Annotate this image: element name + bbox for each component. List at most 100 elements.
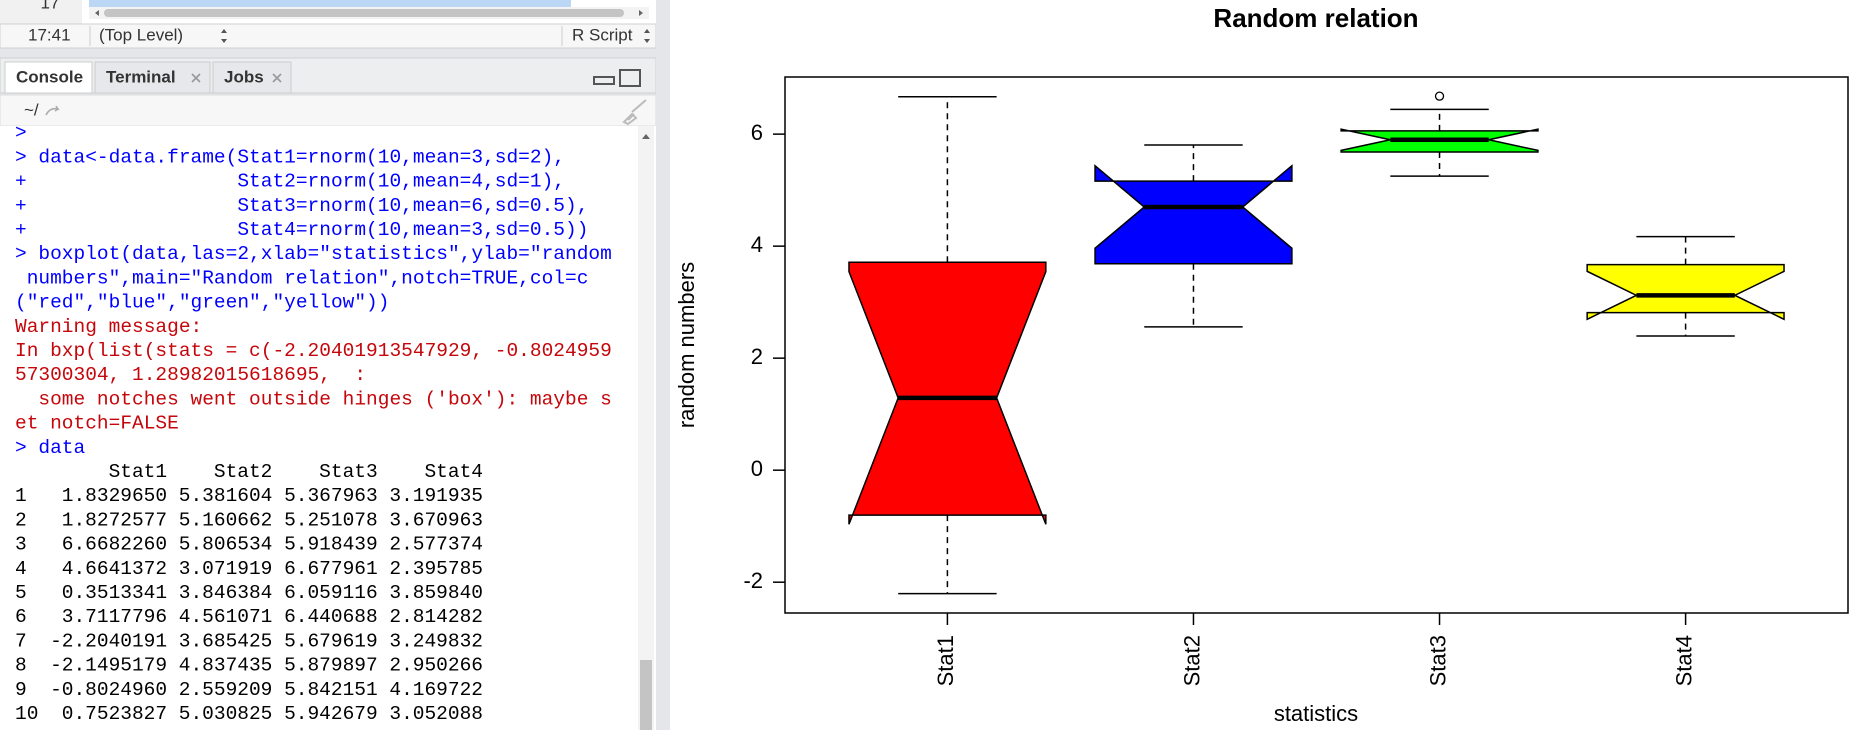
scope-chevron[interactable] (221, 29, 227, 43)
console-line: + Stat2=rnorm(10,mean=4,sd=1), (15, 171, 565, 193)
table-cell: 5.842151 (284, 679, 378, 701)
table-cell: 5.806534 (179, 534, 273, 556)
tab-close[interactable] (191, 73, 201, 83)
table-header: Stat2 (214, 461, 273, 483)
console-line: In bxp(list(stats = c(-2.20401913547929,… (15, 340, 612, 362)
table-cell: 4.6641372 (62, 558, 167, 580)
table-cell: 2.559209 (179, 679, 273, 701)
selected-code (89, 0, 571, 7)
table-cell: 5.942679 (284, 703, 378, 725)
v-scrollbar-thumb[interactable] (640, 660, 652, 730)
clear-console-icon[interactable] (622, 99, 647, 126)
table-cell: 4.169722 (389, 679, 483, 701)
console-line: + Stat3=rnorm(10,mean=6,sd=0.5), (15, 195, 588, 217)
y-axis-label: random numbers (674, 262, 699, 428)
scope[interactable]: (Top Level) (99, 25, 183, 44)
row-name: 10 (15, 703, 38, 725)
table-cell: 0.3513341 (62, 582, 167, 604)
table-cell: 3.846384 (179, 582, 273, 604)
tab[interactable] (4, 61, 93, 94)
h-scrollbar-thumb[interactable] (104, 9, 624, 17)
y-tick-label: 2 (751, 344, 763, 369)
box (1586, 263, 1785, 321)
console-line: some notches went outside hinges ('box')… (15, 388, 612, 410)
x-tick-label: Stat1 (933, 635, 958, 686)
console-line: 57300304, 1.28982015618695, : (15, 364, 366, 386)
table-cell: 0.7523827 (62, 703, 167, 725)
console-line: > boxplot(data,las=2,xlab="statistics",y… (15, 243, 612, 265)
plot: -2 0 2 4 6 Stat1 Stat2 Stat3 Stat4 (743, 76, 1849, 686)
y-tick-label: 6 (751, 120, 763, 145)
table-cell: 2.814282 (389, 606, 483, 628)
console-area (0, 126, 656, 730)
console-line: Warning message: (15, 316, 202, 338)
table-cell: 5.251078 (284, 509, 378, 531)
table-cell: 3.071919 (179, 558, 273, 580)
table-cell: 6.677961 (284, 558, 378, 580)
table-cell: 6.6682260 (62, 534, 167, 556)
row-name: 7 (15, 630, 27, 652)
table-cell: 2.395785 (389, 558, 483, 580)
path-bar (0, 94, 657, 127)
table-cell: 5.679619 (284, 630, 378, 652)
table-cell: 2.577374 (389, 534, 483, 556)
row-name: 4 (15, 558, 27, 580)
box (848, 261, 1047, 525)
plot-frame (784, 76, 1849, 614)
maximize-icon[interactable] (619, 69, 641, 87)
table-cell: -2.2040191 (50, 630, 167, 652)
table-cell: 3.685425 (179, 630, 273, 652)
console-line: ("red","blue","green","yellow")) (15, 292, 389, 314)
box (1094, 164, 1293, 265)
table-cell: 5.160662 (179, 509, 273, 531)
table-header: Stat1 (109, 461, 168, 483)
pane-splitter[interactable] (656, 0, 670, 730)
table-cell: 3.249832 (389, 630, 483, 652)
goto-icon[interactable] (45, 105, 60, 116)
tabs: Console Terminal Jobs (4, 61, 292, 94)
table-cell: 6.440688 (284, 606, 378, 628)
console-line: + Stat4=rnorm(10,mean=3,sd=0.5)) (15, 219, 588, 241)
table-cell: 4.561071 (179, 606, 273, 628)
x-tick-label: Stat3 (1425, 635, 1450, 686)
tab-close[interactable] (272, 73, 282, 83)
chart-title: Random relation (1213, 3, 1418, 33)
tab-label[interactable]: Console (16, 67, 83, 86)
y-tick-label: 4 (751, 232, 763, 257)
table-cell: -2.1495179 (50, 655, 167, 677)
x-tick-label: Stat4 (1671, 635, 1696, 686)
table-cell: 3.191935 (389, 485, 483, 507)
table-cell: 3.859840 (389, 582, 483, 604)
table-cell: 5.367963 (284, 485, 378, 507)
row-name: 5 (15, 582, 27, 604)
minimize-icon[interactable] (593, 76, 615, 85)
table-cell: 6.059116 (284, 582, 378, 604)
line-number: 17 (41, 0, 60, 12)
plot-pane (670, 0, 1855, 730)
table-cell: 3.052088 (389, 703, 483, 725)
y-tick-label: -2 (743, 568, 763, 593)
tab-label[interactable]: Jobs (224, 67, 264, 86)
console-path: ~/ (24, 100, 39, 119)
gutter (0, 0, 82, 24)
tab-label[interactable]: Terminal (106, 67, 176, 86)
table-cell: 4.837435 (179, 655, 273, 677)
tab[interactable] (94, 61, 211, 94)
console-line: et notch=FALSE (15, 413, 179, 435)
table-cell: 3.670963 (389, 509, 483, 531)
table-cell: 5.030825 (179, 703, 273, 725)
row-name: 1 (15, 485, 27, 507)
scroll-up[interactable] (642, 134, 650, 139)
table-cell: 5.879897 (284, 655, 378, 677)
row-name: 8 (15, 655, 27, 677)
console-line: > data (15, 437, 86, 459)
table-cell: -0.8024960 (50, 679, 167, 701)
table-cell: 5.381604 (179, 485, 273, 507)
v-scrollbar[interactable] (638, 126, 654, 730)
table-cell: 5.918439 (284, 534, 378, 556)
row-name: 3 (15, 534, 27, 556)
file-type[interactable]: R Script (572, 25, 633, 44)
file-type-chevron[interactable] (644, 29, 650, 43)
